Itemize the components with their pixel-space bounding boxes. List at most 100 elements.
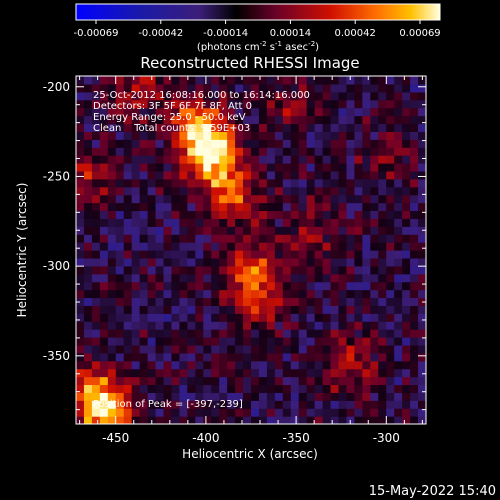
heatmap-cell	[298, 163, 308, 172]
heatmap-cell	[99, 163, 109, 172]
heatmap-cell	[370, 265, 379, 275]
heatmap-cell	[346, 170, 356, 180]
heatmap-cell	[402, 178, 411, 188]
heatmap-cell	[131, 139, 141, 148]
heatmap-cell	[322, 139, 332, 148]
heatmap-cell	[163, 218, 173, 227]
heatmap-cell	[370, 234, 379, 243]
heatmap-cell	[203, 242, 212, 251]
heatmap-cell	[386, 392, 395, 401]
heatmap-cell	[123, 99, 133, 109]
heatmap-cell	[418, 329, 426, 338]
heatmap-cell	[171, 289, 181, 299]
heatmap-cell	[402, 352, 411, 362]
heatmap-cell	[306, 242, 316, 251]
heatmap-cell	[314, 305, 324, 314]
heatmap-cell	[131, 368, 141, 378]
heatmap-cell	[139, 131, 149, 140]
heatmap-cell	[314, 218, 324, 227]
heatmap-cell	[155, 218, 165, 227]
heatmap-cell	[219, 265, 228, 275]
heatmap-cell	[274, 305, 284, 314]
heatmap-cell	[171, 368, 181, 378]
heatmap-cell	[243, 376, 252, 386]
heatmap-cell	[378, 416, 387, 424]
heatmap-cell	[378, 242, 387, 251]
heatmap-cell	[306, 360, 316, 370]
heatmap-cell	[171, 337, 181, 346]
heatmap-cell	[378, 147, 387, 156]
heatmap-cell	[203, 163, 212, 172]
heatmap-cell	[322, 329, 332, 338]
heatmap-cell	[298, 155, 308, 164]
heatmap-cell	[370, 329, 379, 338]
heatmap-cell	[274, 83, 284, 93]
heatmap-cell	[251, 297, 260, 306]
heatmap-cell	[171, 131, 181, 140]
heatmap-cell	[370, 115, 379, 125]
heatmap-cell	[402, 250, 411, 259]
heatmap-cell	[402, 344, 411, 354]
colorbar-tick-label: 0.00069	[399, 28, 440, 39]
heatmap-cell	[330, 99, 340, 109]
heatmap-cell	[274, 123, 284, 132]
heatmap-cell	[195, 273, 204, 283]
heatmap-cell	[147, 265, 157, 275]
heatmap-cell	[346, 384, 356, 393]
heatmap-cell	[139, 265, 149, 275]
heatmap-cell	[147, 360, 157, 370]
heatmap-cell	[131, 400, 141, 409]
heatmap-cell	[115, 155, 125, 164]
heatmap-cell	[346, 368, 356, 378]
heatmap-cell	[338, 313, 348, 322]
heatmap-cell	[211, 83, 220, 93]
heatmap-cell	[386, 147, 395, 156]
heatmap-cell	[410, 170, 419, 180]
heatmap-cell	[243, 344, 252, 354]
heatmap-cell	[314, 210, 324, 219]
heatmap-cell	[211, 163, 220, 172]
heatmap-cell	[266, 281, 276, 291]
heatmap-cell	[274, 352, 284, 362]
heatmap-cell	[346, 76, 356, 85]
heatmap-cell	[139, 76, 149, 85]
heatmap-cell	[179, 131, 188, 140]
heatmap-cell	[139, 123, 149, 132]
heatmap-cell	[171, 273, 181, 283]
heatmap-cell	[330, 226, 340, 235]
heatmap-cell	[243, 115, 252, 125]
heatmap-cell	[378, 265, 387, 275]
heatmap-cell	[298, 234, 308, 243]
heatmap-cell	[386, 202, 395, 212]
heatmap-cell	[274, 226, 284, 235]
heatmap-cell	[370, 376, 379, 386]
heatmap-cell	[354, 170, 363, 180]
heatmap-cell	[306, 281, 316, 291]
heatmap-cell	[219, 76, 228, 85]
heatmap-cell	[123, 321, 133, 330]
heatmap-cell	[338, 131, 348, 140]
heatmap-cell	[346, 416, 356, 424]
heatmap-cell	[76, 218, 85, 227]
heatmap-cell	[306, 210, 316, 219]
heatmap-cell	[147, 218, 157, 227]
heatmap-cell	[107, 83, 117, 93]
heatmap-cell	[227, 202, 236, 212]
heatmap-cell	[402, 321, 411, 330]
heatmap-cell	[402, 99, 411, 109]
heatmap-cell	[378, 281, 387, 291]
heatmap-cell	[354, 250, 363, 259]
heatmap-cell	[123, 273, 133, 283]
heatmap-cell	[330, 368, 340, 378]
heatmap-cell	[139, 289, 149, 299]
heatmap-cell	[322, 344, 332, 354]
heatmap-cell	[179, 265, 188, 275]
heatmap-cell	[83, 155, 93, 164]
heatmap-cell	[155, 408, 165, 417]
heatmap-cell	[203, 202, 212, 212]
heatmap-cell	[187, 329, 196, 338]
heatmap-cell	[338, 265, 348, 275]
heatmap-cell	[418, 131, 426, 140]
heatmap-cell	[195, 170, 204, 180]
